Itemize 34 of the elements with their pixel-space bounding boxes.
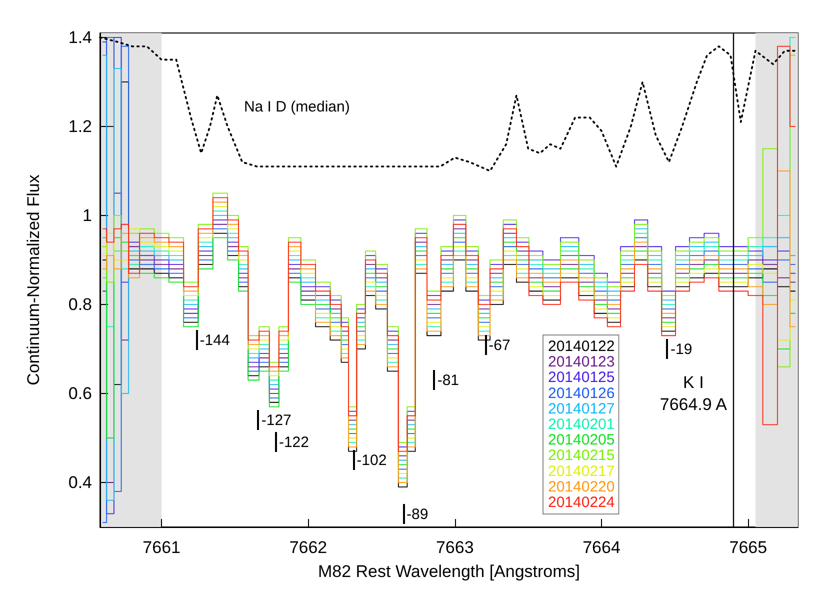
text: 20140224	[548, 494, 615, 511]
annotation: -19	[670, 340, 692, 358]
y-tick-label: 0.8	[68, 294, 92, 314]
annotation: -144	[200, 332, 230, 350]
x-tick-label: 7665	[729, 538, 768, 557]
x-axis-title: M82 Rest Wavelength [Angstroms]	[318, 562, 580, 581]
x-tick-label: 7661	[142, 538, 180, 557]
annotation: -127	[261, 412, 292, 430]
text: 20140205	[548, 432, 615, 449]
y-tick-label: 0.4	[68, 472, 92, 492]
x-tick-label: 7664	[582, 538, 620, 557]
text: 20140220	[548, 478, 615, 496]
ref-line-label: K I 7664.9 A	[660, 372, 728, 414]
annotation: -81	[437, 372, 460, 390]
text: 20140217	[548, 462, 615, 480]
text: 20140123	[548, 354, 615, 371]
series-label: 20140122	[548, 338, 615, 355]
text: 20140125	[548, 369, 615, 386]
text: 20140126	[548, 384, 615, 402]
series-label: Na I D (median)	[244, 98, 350, 116]
y-axis-title: Continuum-Normalized Flux	[24, 174, 43, 386]
annotation: -102	[356, 452, 387, 470]
text: 20140201	[548, 416, 615, 433]
y-tick-label: 1	[82, 206, 92, 225]
text: 20140215	[548, 447, 615, 464]
annotation: -89	[406, 506, 428, 523]
x-tick-label: 7663	[436, 538, 474, 557]
text: 20140127	[548, 400, 615, 418]
y-tick-label: 0.6	[68, 384, 92, 403]
y-tick-label: 1.2	[68, 116, 92, 136]
annotation: -122	[278, 434, 309, 452]
annotation: -67	[488, 336, 510, 354]
y-tick-label: 1.4	[68, 28, 92, 47]
x-tick-label: 7662	[289, 538, 328, 557]
